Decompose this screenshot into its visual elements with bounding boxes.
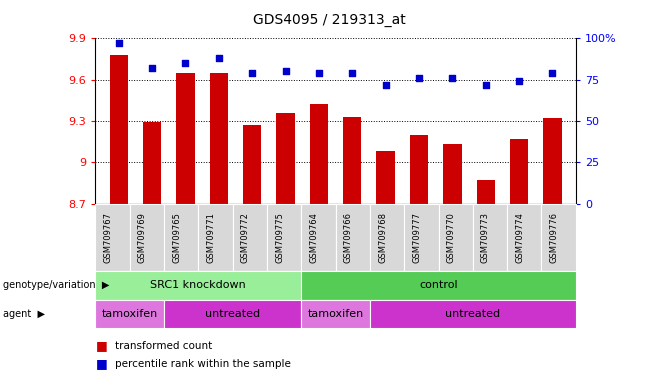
Text: tamoxifen: tamoxifen [101,309,158,319]
Text: GSM709769: GSM709769 [138,212,147,263]
Text: GSM709774: GSM709774 [515,212,524,263]
Text: ■: ■ [95,339,107,352]
Bar [176,73,195,204]
Text: percentile rank within the sample: percentile rank within the sample [115,359,291,369]
Point [380,81,391,88]
Bar [210,73,228,204]
Point [547,70,558,76]
Text: agent  ▶: agent ▶ [3,309,45,319]
Text: tamoxifen: tamoxifen [307,309,364,319]
Bar [376,151,395,204]
Text: GSM709775: GSM709775 [275,212,284,263]
Point [280,68,291,74]
Text: GSM709776: GSM709776 [549,212,559,263]
Text: GSM709767: GSM709767 [103,212,113,263]
Point [180,60,191,66]
Text: genotype/variation  ▶: genotype/variation ▶ [3,280,110,290]
Bar [143,122,161,204]
Bar [510,139,528,204]
Point [447,75,457,81]
Text: control: control [419,280,458,290]
Point [314,70,324,76]
Text: GDS4095 / 219313_at: GDS4095 / 219313_at [253,13,405,27]
Text: GSM709768: GSM709768 [378,212,387,263]
Text: GSM709773: GSM709773 [481,212,490,263]
Point [414,75,424,81]
Point [214,55,224,61]
Text: untreated: untreated [445,309,500,319]
Bar [310,104,328,204]
Text: GSM709766: GSM709766 [343,212,353,263]
Text: GSM709765: GSM709765 [172,212,181,263]
Bar [544,118,561,204]
Text: GSM709770: GSM709770 [447,212,455,263]
Point [347,70,357,76]
Text: SRC1 knockdown: SRC1 knockdown [151,280,246,290]
Point [147,65,157,71]
Bar [276,113,295,204]
Point [480,81,491,88]
Bar [243,125,261,204]
Text: transformed count: transformed count [115,341,213,351]
Point [514,78,524,84]
Bar [343,117,361,204]
Point [113,40,124,46]
Text: untreated: untreated [205,309,260,319]
Text: GSM709772: GSM709772 [241,212,250,263]
Text: GSM709771: GSM709771 [207,212,215,263]
Point [247,70,257,76]
Bar [110,55,128,204]
Text: GSM709764: GSM709764 [309,212,318,263]
Bar [443,144,461,204]
Bar [476,180,495,204]
Bar [410,135,428,204]
Text: ■: ■ [95,358,107,371]
Text: GSM709777: GSM709777 [413,212,421,263]
